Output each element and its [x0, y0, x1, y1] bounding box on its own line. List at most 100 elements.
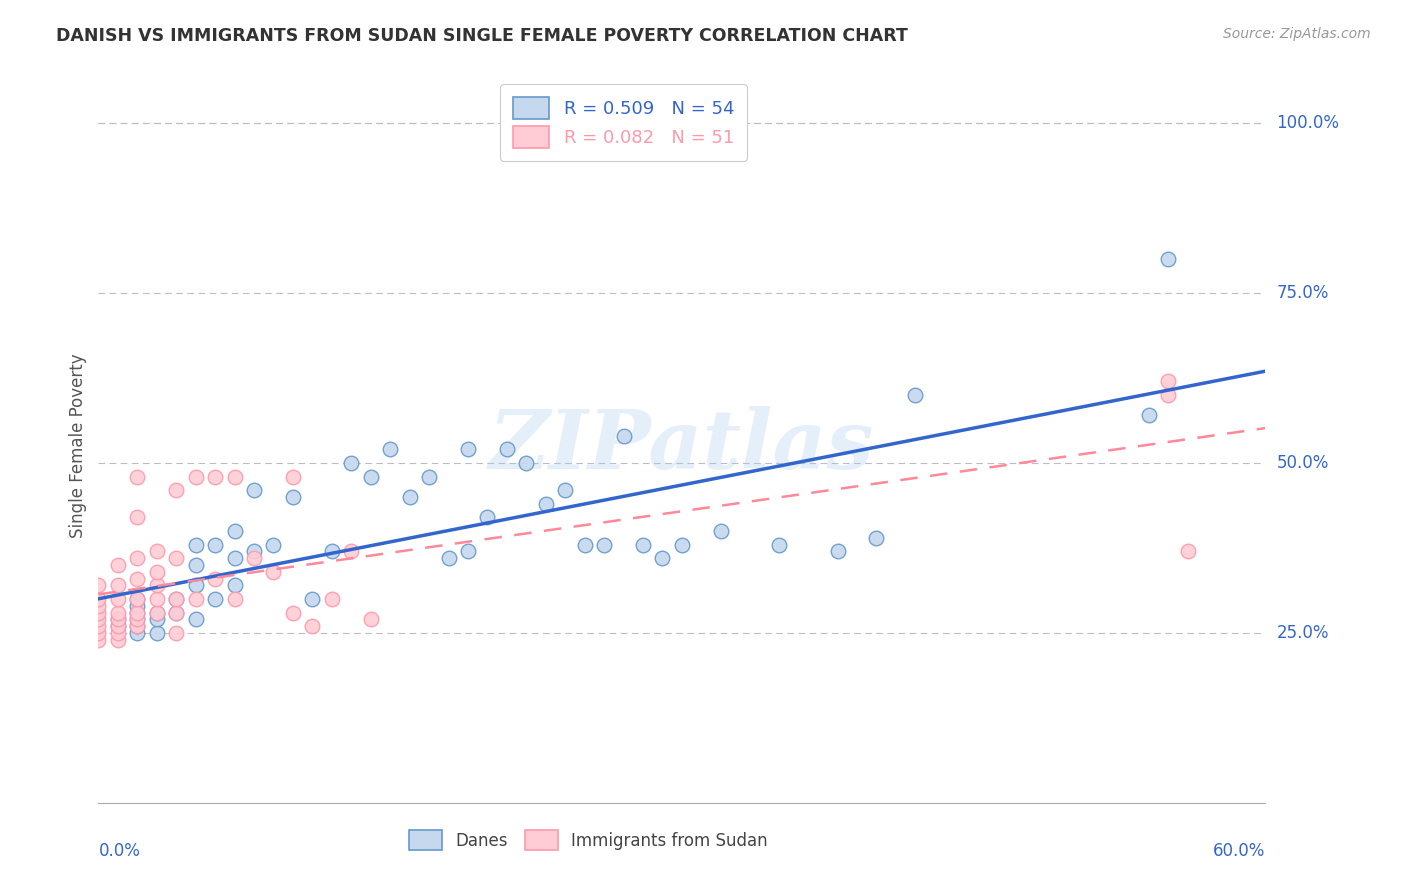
Point — [127, 619, 149, 633]
Point — [127, 591, 149, 606]
Point — [87, 626, 110, 640]
Point — [127, 606, 149, 620]
Point — [87, 612, 110, 626]
Point — [418, 469, 440, 483]
Text: 60.0%: 60.0% — [1213, 842, 1265, 860]
Point — [87, 632, 110, 647]
Point — [127, 591, 149, 606]
Point — [1157, 375, 1180, 389]
Text: 0.0%: 0.0% — [98, 842, 141, 860]
Text: 50.0%: 50.0% — [1277, 454, 1329, 472]
Text: 100.0%: 100.0% — [1277, 114, 1340, 132]
Point — [127, 599, 149, 613]
Point — [204, 469, 226, 483]
Point — [146, 544, 169, 558]
Point — [165, 606, 187, 620]
Point — [165, 591, 187, 606]
Point — [380, 442, 402, 457]
Point — [457, 544, 479, 558]
Point — [613, 429, 636, 443]
Y-axis label: Single Female Poverty: Single Female Poverty — [69, 354, 87, 538]
Point — [127, 510, 149, 524]
Point — [107, 578, 129, 592]
Point — [262, 537, 284, 551]
Point — [321, 544, 343, 558]
Point — [515, 456, 537, 470]
Point — [165, 591, 187, 606]
Point — [574, 537, 596, 551]
Point — [165, 626, 187, 640]
Point — [127, 612, 149, 626]
Point — [224, 469, 246, 483]
Point — [865, 531, 887, 545]
Point — [1177, 544, 1199, 558]
Point — [127, 612, 149, 626]
Point — [165, 483, 187, 498]
Point — [1157, 252, 1180, 266]
Point — [281, 469, 304, 483]
Point — [204, 537, 226, 551]
Point — [107, 606, 129, 620]
Point — [301, 591, 323, 606]
Point — [496, 442, 519, 457]
Point — [87, 599, 110, 613]
Point — [360, 612, 382, 626]
Point — [243, 551, 266, 566]
Point — [127, 469, 149, 483]
Point — [87, 619, 110, 633]
Point — [146, 606, 169, 620]
Point — [224, 578, 246, 592]
Point — [107, 619, 129, 633]
Point — [87, 606, 110, 620]
Text: DANISH VS IMMIGRANTS FROM SUDAN SINGLE FEMALE POVERTY CORRELATION CHART: DANISH VS IMMIGRANTS FROM SUDAN SINGLE F… — [56, 27, 908, 45]
Point — [204, 572, 226, 586]
Point — [457, 442, 479, 457]
Point — [107, 612, 129, 626]
Point — [281, 606, 304, 620]
Point — [107, 612, 129, 626]
Point — [184, 469, 207, 483]
Text: 75.0%: 75.0% — [1277, 284, 1329, 302]
Point — [107, 558, 129, 572]
Point — [224, 551, 246, 566]
Point — [301, 619, 323, 633]
Point — [437, 551, 460, 566]
Point — [321, 591, 343, 606]
Point — [554, 483, 576, 498]
Legend: Danes, Immigrants from Sudan: Danes, Immigrants from Sudan — [401, 822, 776, 859]
Point — [146, 626, 169, 640]
Point — [107, 632, 129, 647]
Point — [107, 591, 129, 606]
Point — [127, 626, 149, 640]
Point — [534, 497, 557, 511]
Point — [146, 591, 169, 606]
Point — [243, 544, 266, 558]
Point — [340, 544, 363, 558]
Point — [184, 612, 207, 626]
Point — [107, 619, 129, 633]
Point — [127, 606, 149, 620]
Point — [146, 612, 169, 626]
Point — [262, 565, 284, 579]
Point — [165, 551, 187, 566]
Point — [671, 537, 693, 551]
Text: 25.0%: 25.0% — [1277, 624, 1329, 642]
Point — [768, 537, 790, 551]
Point — [651, 551, 673, 566]
Point — [477, 510, 499, 524]
Point — [904, 388, 927, 402]
Point — [243, 483, 266, 498]
Point — [107, 626, 129, 640]
Point — [146, 578, 169, 592]
Point — [127, 551, 149, 566]
Point — [631, 537, 654, 551]
Text: ZIPatlas: ZIPatlas — [489, 406, 875, 486]
Point — [87, 578, 110, 592]
Point — [127, 572, 149, 586]
Point — [360, 469, 382, 483]
Point — [593, 537, 616, 551]
Point — [184, 591, 207, 606]
Point — [127, 619, 149, 633]
Point — [204, 591, 226, 606]
Point — [710, 524, 733, 538]
